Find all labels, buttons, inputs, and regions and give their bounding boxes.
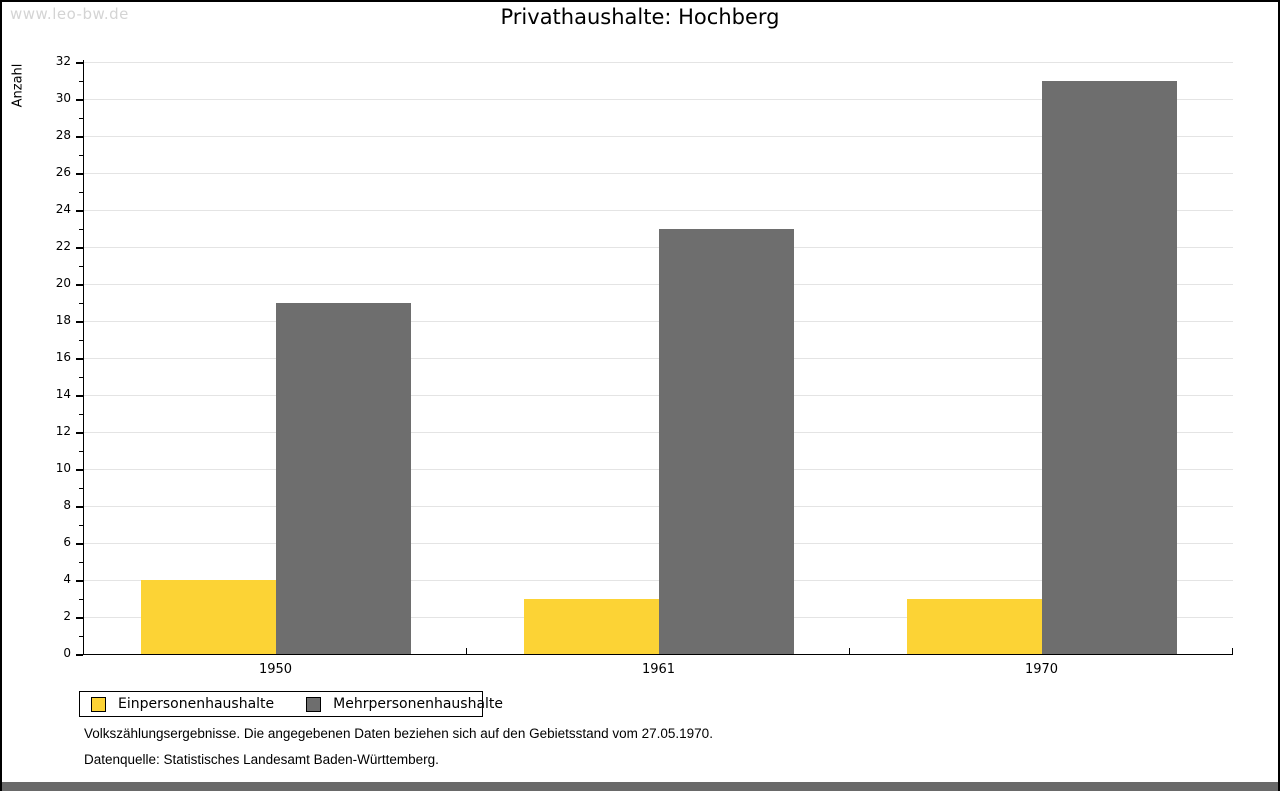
gridline-y24 — [84, 210, 1233, 211]
y-tick-29 — [78, 117, 83, 119]
y-tick-27 — [78, 154, 83, 156]
y-tick-15 — [78, 376, 83, 378]
y-tick-9 — [78, 487, 83, 489]
y-tick-26 — [75, 173, 83, 175]
y-tick-7 — [78, 524, 83, 526]
legend-label-einpersonenhaushalte: Einpersonenhaushalte — [118, 696, 275, 712]
footnote-census-note: Volkszählungsergebnisse. Die angegebenen… — [84, 726, 713, 741]
x-tick-label-1970: 1970 — [1024, 662, 1059, 677]
y-tick-label-28: 28 — [55, 128, 71, 142]
y-tick-label-10: 10 — [55, 461, 71, 475]
x-tick-boundary-2 — [848, 647, 850, 654]
y-tick-24 — [75, 210, 83, 212]
y-tick-14 — [75, 395, 83, 397]
bar-1961-mehrpersonenhaushalte — [658, 228, 794, 654]
y-tick-32 — [75, 62, 83, 64]
gridline-y28 — [84, 136, 1233, 137]
y-tick-31 — [78, 80, 83, 82]
legend-item-einpersonenhaushalte: Einpersonenhaushalte — [91, 696, 274, 712]
x-tick-label-1950: 1950 — [258, 662, 293, 677]
y-tick-22 — [75, 247, 83, 249]
gridline-y32 — [84, 62, 1233, 63]
footer-strip — [2, 782, 1278, 791]
y-tick-label-14: 14 — [55, 387, 71, 401]
bar-1970-einpersonenhaushalte — [906, 598, 1042, 654]
y-tick-label-18: 18 — [55, 313, 71, 327]
bar-1950-mehrpersonenhaushalte — [275, 302, 411, 654]
x-tick-label-1961: 1961 — [641, 662, 676, 677]
bar-1961-einpersonenhaushalte — [523, 598, 659, 654]
y-tick-5 — [78, 561, 83, 563]
y-tick-4 — [75, 580, 83, 582]
y-tick-label-24: 24 — [55, 202, 71, 216]
y-tick-25 — [78, 191, 83, 193]
y-tick-label-8: 8 — [63, 498, 71, 512]
gridline-y30 — [84, 99, 1233, 100]
y-tick-6 — [75, 543, 83, 545]
y-tick-label-22: 22 — [55, 239, 71, 253]
y-tick-18 — [75, 321, 83, 323]
y-tick-20 — [75, 284, 83, 286]
x-axis-line — [82, 653, 1233, 655]
y-tick-label-0: 0 — [63, 646, 71, 660]
chart-title: Privathaushalte: Hochberg — [500, 5, 780, 29]
watermark: www.leo-bw.de — [10, 5, 129, 23]
y-tick-16 — [75, 358, 83, 360]
y-tick-label-20: 20 — [55, 276, 71, 290]
bar-1950-einpersonenhaushalte — [140, 580, 276, 654]
bar-1970-mehrpersonenhaushalte — [1041, 80, 1177, 654]
y-tick-13 — [78, 413, 83, 415]
y-axis-line — [82, 60, 84, 654]
y-tick-8 — [75, 506, 83, 508]
y-tick-label-26: 26 — [55, 165, 71, 179]
y-tick-23 — [78, 228, 83, 230]
y-tick-3 — [78, 598, 83, 600]
legend-swatch-einpersonenhaushalte-icon — [91, 696, 106, 712]
y-tick-28 — [75, 136, 83, 138]
y-tick-label-2: 2 — [63, 609, 71, 623]
footnote-data-source: Datenquelle: Statistisches Landesamt Bad… — [84, 752, 439, 767]
y-tick-label-4: 4 — [63, 572, 71, 586]
y-tick-label-12: 12 — [55, 424, 71, 438]
y-tick-19 — [78, 302, 83, 304]
x-tick-boundary-3 — [1231, 647, 1233, 654]
legend-label-mehrpersonenhaushalte: Mehrpersonenhaushalte — [333, 696, 504, 712]
y-tick-0 — [75, 654, 83, 656]
y-tick-21 — [78, 265, 83, 267]
legend-item-mehrpersonenhaushalte: Mehrpersonenhaushalte — [306, 696, 503, 712]
legend: Einpersonenhaushalte Mehrpersonenhaushal… — [79, 691, 503, 717]
y-tick-label-16: 16 — [55, 350, 71, 364]
legend-swatch-mehrpersonenhaushalte-icon — [306, 696, 322, 712]
y-tick-30 — [75, 99, 83, 101]
y-tick-17 — [78, 339, 83, 341]
y-tick-11 — [78, 450, 83, 452]
y-tick-label-32: 32 — [55, 54, 71, 68]
y-tick-1 — [78, 635, 83, 637]
x-tick-boundary-1 — [465, 647, 467, 654]
y-tick-label-6: 6 — [63, 535, 71, 549]
gridline-y26 — [84, 173, 1233, 174]
y-tick-12 — [75, 432, 83, 434]
y-tick-label-30: 30 — [55, 91, 71, 105]
y-tick-2 — [75, 617, 83, 619]
y-tick-10 — [75, 469, 83, 471]
